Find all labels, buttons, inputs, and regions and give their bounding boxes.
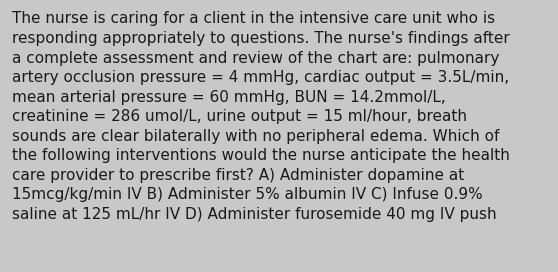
Text: The nurse is caring for a client in the intensive care unit who is
responding ap: The nurse is caring for a client in the … — [12, 11, 510, 222]
